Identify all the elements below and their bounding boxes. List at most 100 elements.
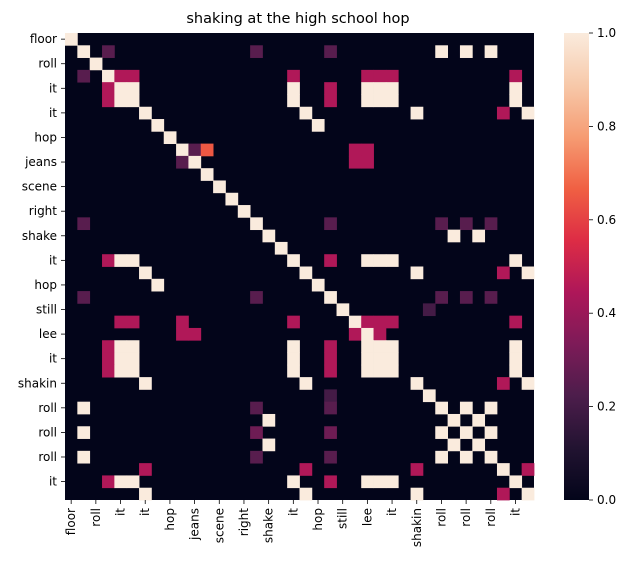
heatmap-cell	[373, 315, 387, 329]
heatmap-cell	[509, 82, 523, 95]
heatmap-cell	[262, 413, 276, 427]
heatmap-cell	[262, 229, 276, 243]
heatmap-cell	[250, 450, 263, 464]
heatmap-cell	[114, 254, 128, 267]
heatmap-cell	[435, 291, 448, 304]
heatmap-cell	[77, 450, 91, 464]
heatmap-cell	[139, 266, 152, 280]
heatmap-cell	[348, 143, 362, 157]
x-tick-label: shakin	[410, 508, 424, 547]
heatmap-cell	[324, 352, 337, 366]
x-tick-label: scene	[212, 508, 226, 543]
x-tick-label: it	[508, 508, 522, 516]
heatmap-cell	[422, 303, 436, 317]
heatmap-cell	[496, 463, 510, 476]
heatmap-cell	[114, 315, 128, 329]
heatmap-cell	[422, 389, 436, 403]
heatmap-cell	[237, 205, 251, 218]
heatmap-cell	[176, 327, 189, 341]
heatmap-cell	[447, 229, 461, 243]
heatmap-cell	[114, 82, 128, 95]
heatmap-cell	[324, 475, 337, 489]
heatmap-cell	[435, 217, 448, 231]
heatmap-cell	[176, 315, 189, 329]
y-tick-label: floor	[30, 32, 57, 46]
heatmap-cell	[250, 217, 263, 231]
heatmap-cell	[311, 278, 325, 292]
heatmap-cell	[336, 303, 350, 317]
heatmap-cell	[324, 82, 337, 95]
y-tick-label: jeans	[24, 155, 57, 169]
y-tick-label: roll	[38, 401, 57, 415]
x-tick-label: it	[114, 508, 128, 516]
heatmap-cell	[459, 217, 473, 231]
heatmap-cell	[200, 143, 214, 157]
x-tick-label: still	[336, 508, 350, 529]
x-tick-label: roll	[89, 508, 103, 527]
heatmap-cell	[373, 254, 387, 267]
heatmap-cell	[324, 401, 337, 415]
heatmap-cell	[114, 364, 128, 378]
y-tick-label: scene	[22, 180, 57, 194]
x-tick-label: hop	[311, 508, 325, 531]
heatmap-cell	[324, 217, 337, 231]
heatmap-cell	[114, 69, 128, 83]
y-axis: floor roll it it hop jeans scene right shake it ho…	[18, 32, 65, 489]
heatmap-cell	[459, 426, 473, 439]
heatmap-cell	[435, 426, 448, 439]
heatmap-cell	[521, 106, 535, 120]
heatmap-cell	[176, 143, 189, 157]
heatmap-cell	[385, 315, 399, 329]
heatmap-cell	[447, 438, 461, 452]
heatmap-cell	[151, 119, 165, 132]
heatmap-cell	[126, 352, 140, 366]
heatmap-cell	[102, 45, 115, 58]
heatmap-cell	[361, 82, 374, 95]
heatmap-cell	[324, 426, 337, 439]
heatmap-cell	[361, 340, 374, 353]
heatmap-cell	[311, 119, 325, 132]
x-tick-label: roll	[459, 508, 473, 527]
heatmap-cell	[361, 94, 374, 108]
heatmap-cell	[77, 426, 91, 439]
heatmap-cell	[77, 401, 91, 415]
heatmap-cell	[250, 426, 263, 439]
heatmap-cell	[188, 143, 202, 157]
heatmap-cell	[509, 340, 523, 353]
colorbar-tick-label: 0.6	[597, 213, 616, 227]
heatmap-cell	[126, 82, 140, 95]
heatmap-cell	[484, 45, 498, 58]
heatmap-cell	[361, 327, 374, 341]
heatmap-cell	[126, 475, 140, 489]
heatmap-cell	[287, 315, 300, 329]
heatmap-cell	[213, 180, 226, 194]
heatmap-cell	[509, 364, 523, 378]
heatmap-cell	[348, 315, 362, 329]
y-tick-label: hop	[34, 130, 57, 144]
heatmap-cell	[102, 364, 115, 378]
heatmap-cell	[410, 377, 424, 390]
heatmap-cell	[139, 106, 152, 120]
x-tick-label: jeans	[188, 508, 202, 541]
y-tick-label: it	[49, 475, 57, 489]
heatmap-cell	[373, 327, 387, 341]
y-tick-label: roll	[38, 57, 57, 71]
heatmap-cell	[139, 463, 152, 476]
heatmap-cell	[521, 487, 535, 501]
x-axis: floor roll it it hop jeans scene right shake it ho…	[64, 500, 522, 547]
heatmap-cell	[77, 217, 91, 231]
x-tick-label: roll	[484, 508, 498, 527]
heatmap-cell	[361, 364, 374, 378]
y-tick-label: hop	[34, 278, 57, 292]
heatmap-cell	[472, 229, 486, 243]
heatmap-cell	[324, 94, 337, 108]
heatmap-cell	[385, 94, 399, 108]
heatmap-cell	[324, 45, 337, 58]
heatmap-cell	[287, 475, 300, 489]
heatmap-cell	[324, 254, 337, 267]
heatmap-cell	[348, 327, 362, 341]
heatmap-cell	[114, 475, 128, 489]
heatmap-cell	[385, 340, 399, 353]
heatmap-cell	[410, 463, 424, 476]
heatmap-cell	[385, 352, 399, 366]
